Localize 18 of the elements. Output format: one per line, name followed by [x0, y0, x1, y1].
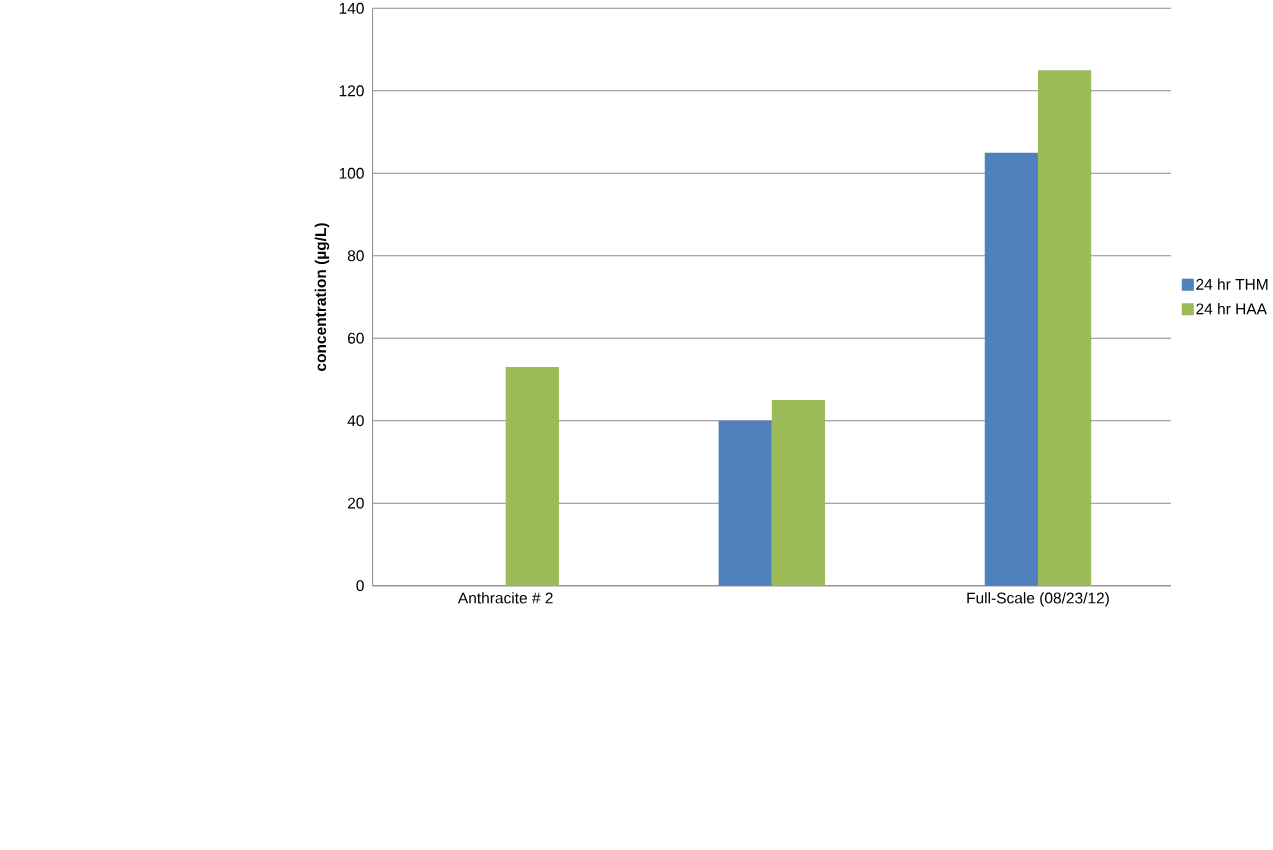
y-tick-label: 40 [347, 415, 364, 427]
bar [505, 367, 559, 586]
y-tick-label: 140 [339, 3, 364, 15]
y-tick-label: 120 [339, 85, 364, 97]
legend-label: 24 hr HAA [1196, 303, 1267, 315]
y-tick-label: 0 [356, 580, 364, 592]
bar [771, 400, 826, 586]
y-axis-title: concentration (µg/L) [314, 223, 330, 372]
legend-label: 24 hr THM [1196, 278, 1268, 290]
x-tick-label: Full-Scale (08/23/12) [967, 592, 1109, 607]
x-tick-label: Anthracite # 2 [457, 592, 553, 604]
y-tick-label: 80 [347, 250, 364, 262]
bar [718, 420, 772, 586]
bar [984, 152, 1038, 586]
y-tick-label: 60 [347, 332, 364, 344]
y-tick-label: 20 [347, 497, 364, 509]
y-tick-label: 100 [339, 168, 364, 179]
bar [1037, 70, 1092, 586]
